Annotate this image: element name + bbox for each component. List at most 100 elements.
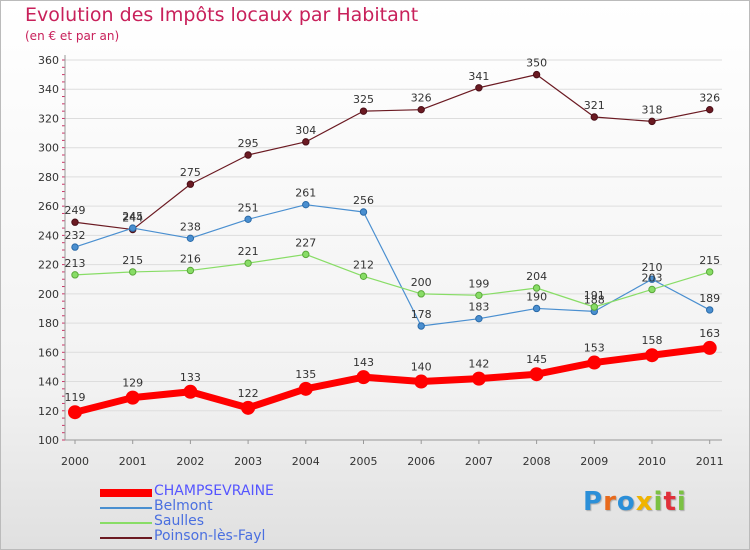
- data-point: [590, 303, 598, 311]
- data-point: [302, 200, 310, 209]
- y-tick-label: 160: [38, 346, 59, 359]
- data-label: 183: [468, 301, 489, 314]
- data-point: [129, 224, 137, 232]
- data-label: 227: [295, 236, 316, 249]
- chart-title: Evolution des Impôts locaux par Habitant: [25, 4, 419, 26]
- data-label: 129: [122, 377, 143, 390]
- y-tick-label: 340: [38, 83, 59, 96]
- x-tick-label: 2003: [234, 455, 262, 468]
- proxiti-logo: Proxiti: [583, 487, 687, 517]
- data-label: 238: [180, 220, 201, 233]
- data-label: 135: [295, 368, 316, 381]
- data-point: [706, 306, 714, 314]
- x-tick-label: 2011: [696, 455, 724, 468]
- data-label: 210: [642, 261, 663, 274]
- data-point: [125, 390, 140, 405]
- data-point: [648, 285, 656, 294]
- y-tick-label: 240: [38, 229, 59, 242]
- data-label: 350: [526, 57, 547, 70]
- data-label: 321: [584, 99, 605, 112]
- data-label: 178: [411, 308, 432, 321]
- data-label: 326: [699, 92, 720, 105]
- data-point: [71, 243, 79, 251]
- data-point: [359, 208, 368, 216]
- x-tick-label: 2000: [61, 455, 89, 468]
- data-label: 216: [180, 252, 201, 265]
- data-label: 341: [468, 70, 489, 83]
- data-label: 244: [122, 212, 143, 225]
- data-point: [706, 105, 714, 114]
- x-tick-label: 2002: [176, 455, 204, 468]
- x-tick-label: 2007: [465, 455, 493, 468]
- x-tick-label: 2010: [638, 455, 666, 468]
- y-tick-label: 320: [38, 112, 59, 125]
- series-line-belmont: [74, 204, 710, 327]
- data-point: [241, 400, 256, 415]
- data-label: 145: [526, 353, 547, 366]
- y-tick-label: 180: [38, 317, 59, 330]
- data-label: 256: [353, 194, 374, 207]
- data-label: 326: [411, 92, 432, 105]
- data-point: [587, 355, 602, 370]
- data-point: [68, 405, 82, 420]
- data-point: [359, 107, 368, 115]
- data-label: 213: [65, 257, 86, 270]
- data-label: 249: [65, 204, 86, 217]
- data-point: [302, 250, 310, 259]
- data-label: 245: [122, 210, 143, 223]
- y-tick-label: 100: [38, 434, 59, 447]
- y-tick-label: 200: [38, 288, 59, 301]
- data-point: [475, 314, 483, 323]
- data-point: [186, 266, 195, 275]
- data-point: [648, 275, 656, 283]
- y-tick-label: 360: [38, 54, 59, 67]
- data-label: 158: [642, 334, 663, 347]
- data-point: [475, 291, 483, 300]
- data-label: 221: [238, 245, 259, 258]
- data-label: 318: [642, 103, 663, 116]
- data-label: 325: [353, 93, 374, 106]
- y-tick-label: 140: [38, 376, 59, 389]
- legend-label: Saulles: [154, 513, 205, 529]
- data-label: 275: [180, 166, 201, 179]
- data-point: [414, 374, 429, 389]
- data-point: [186, 234, 195, 243]
- data-label: 190: [526, 290, 547, 303]
- data-label: 188: [584, 293, 605, 306]
- series-line-poinson-lès-fayl: [74, 74, 710, 231]
- data-label: 261: [295, 187, 316, 200]
- legend-label: Poinson-lès-Fayl: [154, 528, 266, 544]
- data-label: 295: [238, 137, 259, 150]
- data-point: [186, 180, 195, 188]
- y-tick-label: 300: [38, 142, 59, 155]
- legend-label: CHAMPSEVRAINE: [154, 483, 274, 499]
- data-point: [529, 367, 544, 382]
- x-tick-label: 2005: [350, 455, 378, 468]
- data-label: 143: [353, 356, 374, 369]
- data-point: [702, 340, 717, 355]
- data-label: 119: [65, 391, 86, 404]
- series-line-saulles: [74, 253, 710, 308]
- y-tick-label: 120: [38, 405, 59, 418]
- data-point: [532, 304, 541, 313]
- y-tick-label: 220: [38, 259, 59, 272]
- data-point: [532, 284, 541, 292]
- chart-subtitle: (en € et par an): [25, 29, 120, 43]
- data-point: [475, 84, 483, 92]
- data-label: 215: [699, 254, 720, 267]
- data-label: 203: [642, 271, 663, 284]
- data-label: 140: [411, 361, 432, 374]
- data-point: [71, 218, 79, 226]
- data-label: 133: [180, 371, 201, 384]
- data-point: [645, 348, 659, 363]
- x-tick-label: 2006: [407, 455, 435, 468]
- x-tick-label: 2008: [523, 455, 551, 468]
- data-label: 122: [238, 387, 259, 400]
- legend-swatch: [100, 522, 152, 524]
- data-point: [417, 290, 425, 298]
- data-point: [183, 384, 198, 399]
- x-tick-label: 2001: [119, 455, 147, 468]
- data-label: 215: [122, 254, 143, 267]
